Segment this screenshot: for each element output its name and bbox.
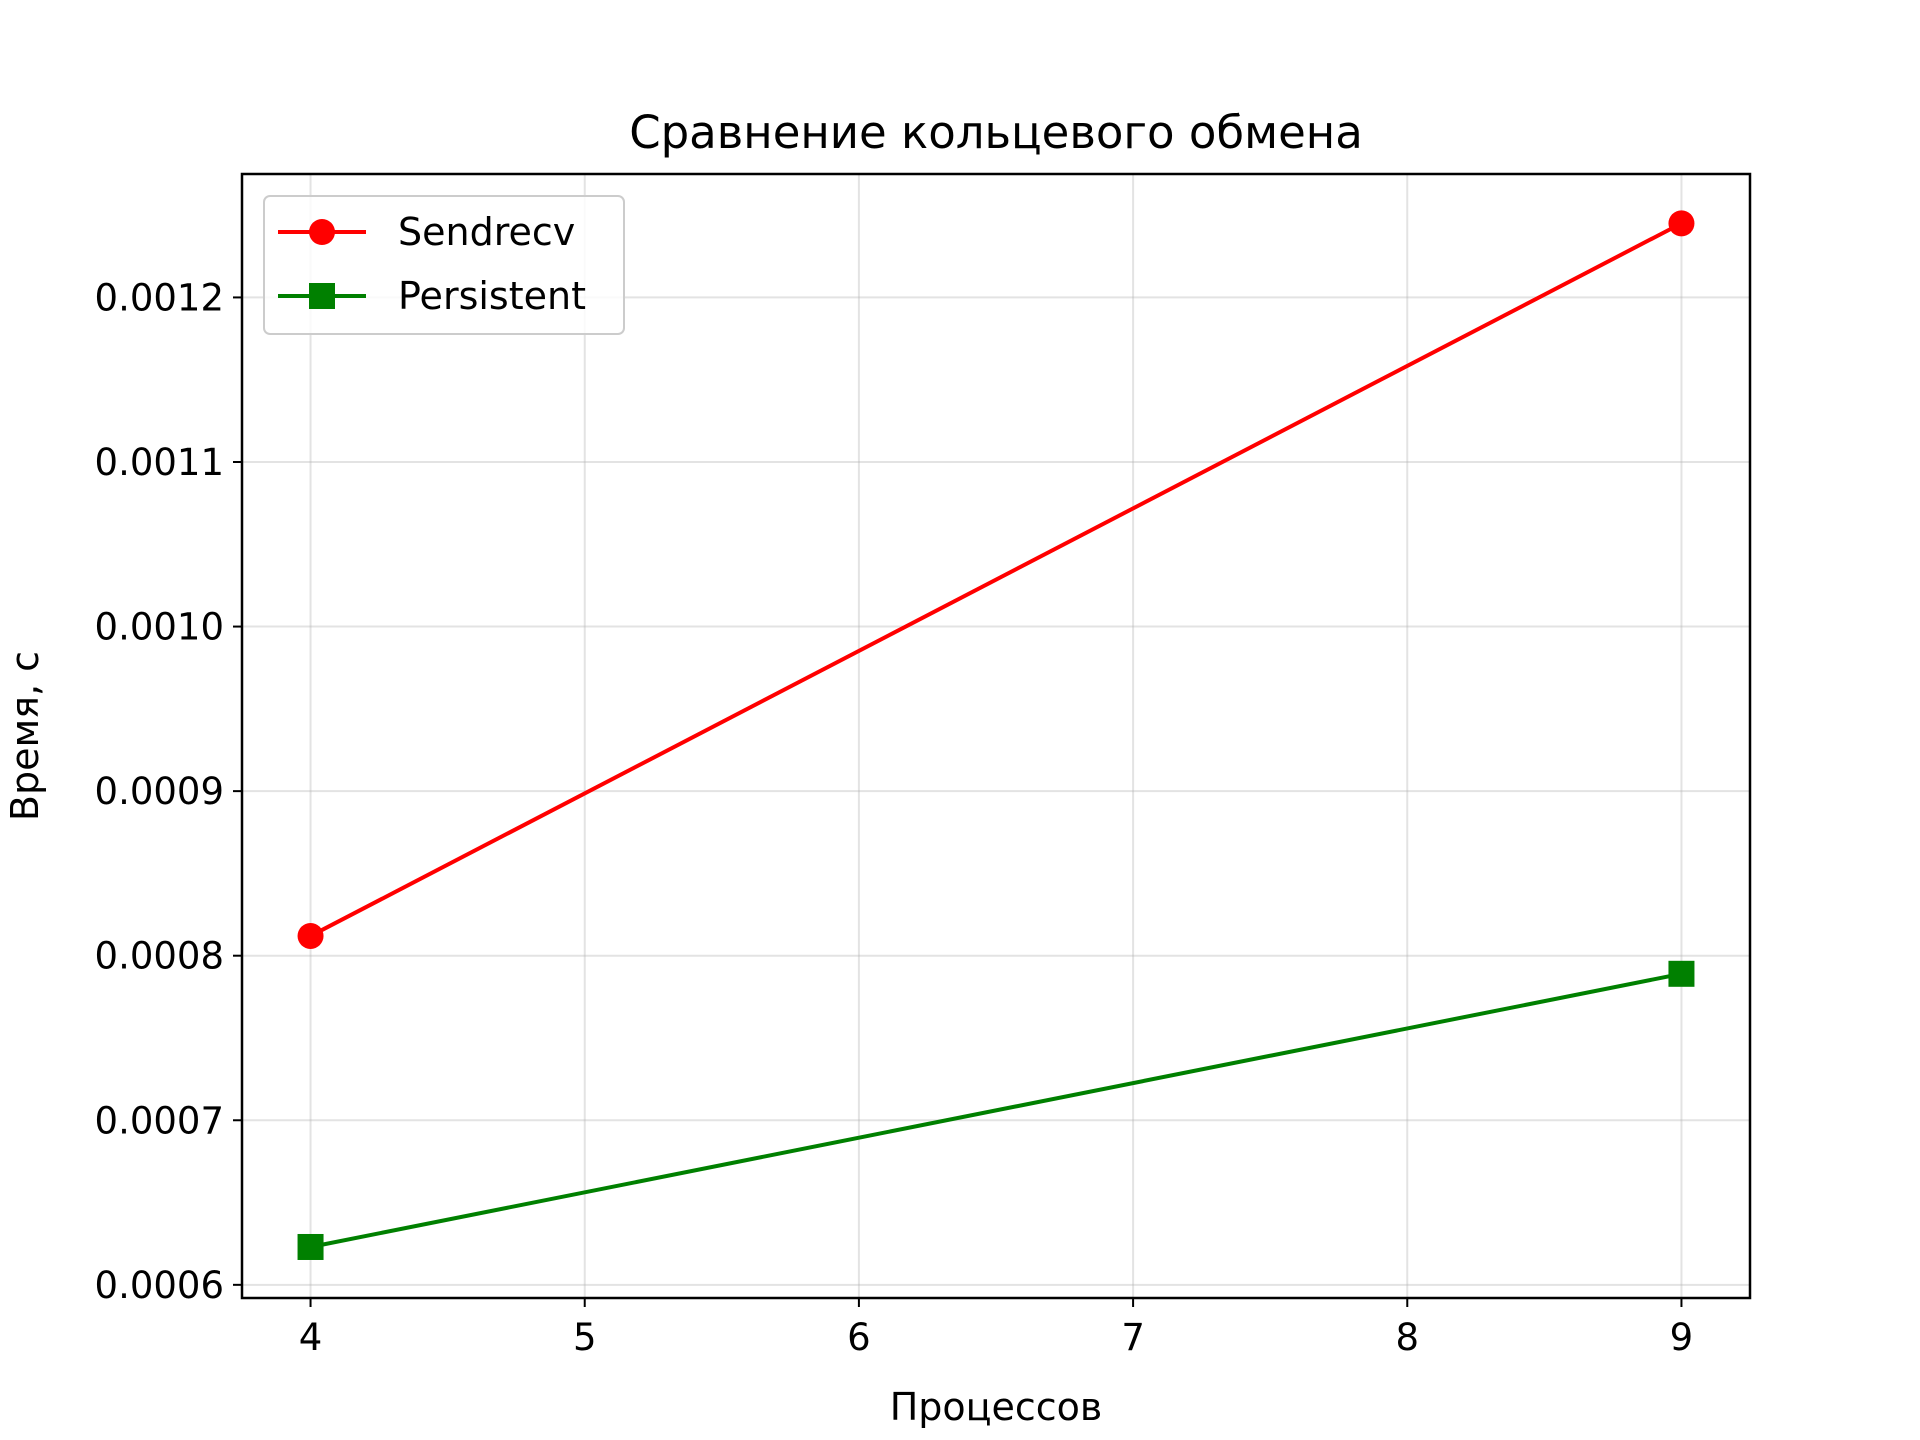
series-sendrecv-point bbox=[297, 922, 324, 949]
y-tick-label: 0.0006 bbox=[95, 1264, 224, 1307]
legend-label-sendrecv: Sendrecv bbox=[398, 210, 575, 254]
x-tick-label: 7 bbox=[1121, 1316, 1145, 1359]
y-tick-label: 0.0009 bbox=[95, 770, 224, 813]
x-tick-label: 8 bbox=[1395, 1316, 1419, 1359]
legend-label-persistent: Persistent bbox=[398, 274, 586, 318]
series-sendrecv-line bbox=[309, 221, 1683, 938]
legend-item-persistent: Persistent bbox=[278, 274, 586, 318]
y-tick-label: 0.0010 bbox=[95, 606, 224, 649]
legend-marker-sendrecv bbox=[309, 219, 335, 245]
y-tick-label: 0.0012 bbox=[95, 276, 224, 319]
x-tick-label: 6 bbox=[847, 1316, 871, 1359]
series-persistent-point bbox=[297, 1233, 324, 1260]
grid bbox=[242, 174, 1750, 1298]
series-layer bbox=[297, 210, 1695, 1260]
plot-frame bbox=[240, 172, 1752, 1300]
y-axis-ticks: 0.0006 0.0007 0.0008 0.0009 0.0010 0.0011 0.00… bbox=[95, 276, 242, 1307]
series-persistent-line bbox=[310, 971, 1682, 1249]
x-tick-label: 9 bbox=[1670, 1316, 1694, 1359]
x-tick-label: 4 bbox=[299, 1316, 323, 1359]
series-sendrecv bbox=[297, 210, 1695, 949]
series-persistent bbox=[297, 960, 1695, 1260]
chart-title: Сравнение кольцевого обмена bbox=[629, 106, 1363, 159]
y-tick-label: 0.0011 bbox=[95, 441, 224, 484]
y-tick-label: 0.0007 bbox=[95, 1099, 224, 1142]
series-persistent-point bbox=[1668, 960, 1695, 987]
y-tick-label: 0.0008 bbox=[95, 935, 224, 978]
x-axis-ticks: 4 5 6 7 8 9 bbox=[299, 1298, 1693, 1359]
series-sendrecv-point bbox=[1668, 210, 1695, 237]
legend-item-sendrecv: Sendrecv bbox=[278, 210, 575, 254]
legend: Sendrecv Persistent bbox=[263, 195, 625, 335]
x-axis-label: Процессов bbox=[890, 1385, 1103, 1429]
legend-marker-persistent bbox=[309, 283, 335, 309]
y-axis-label: Время, с bbox=[3, 651, 47, 821]
x-tick-label: 5 bbox=[573, 1316, 597, 1359]
